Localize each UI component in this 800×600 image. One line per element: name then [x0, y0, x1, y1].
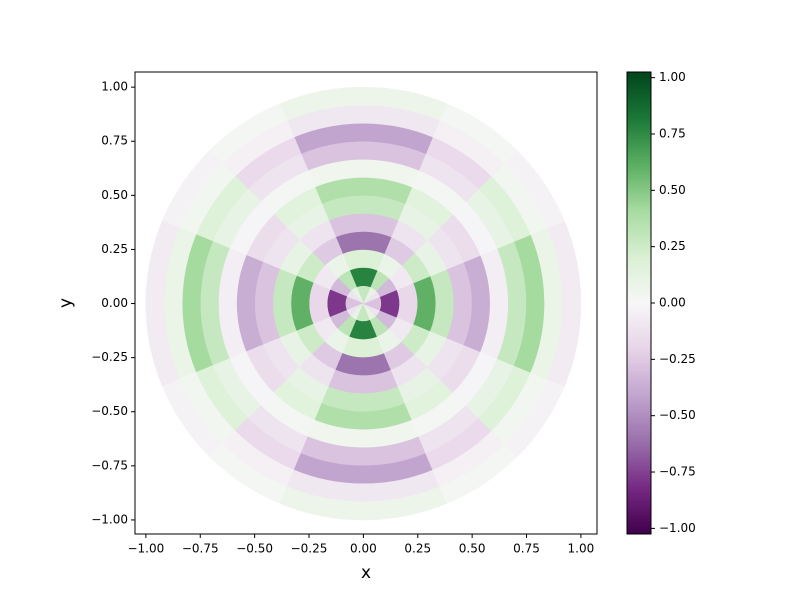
y-tick-label: 1.00: [101, 80, 128, 94]
colorbar-tick-label: 0.75: [659, 126, 686, 140]
y-axis-label: y: [56, 298, 76, 308]
colorbar-tick-label: −0.75: [659, 465, 696, 479]
y-tick-label: 0.25: [101, 242, 128, 256]
colorbar: [626, 71, 652, 535]
x-tick-label: −1.00: [127, 542, 164, 556]
colorbar-tick-label: 0.25: [659, 239, 686, 253]
heat-cell: [547, 303, 582, 387]
colorbar-tick-label: −1.00: [659, 521, 696, 535]
x-tick-label: 0.75: [513, 542, 540, 556]
colorbar-tick-label: 1.00: [659, 70, 686, 84]
y-tick-label: 0.50: [101, 188, 128, 202]
x-tick-label: 0.50: [459, 542, 486, 556]
y-tick-label: −0.50: [91, 404, 128, 418]
x-tick-label: 1.00: [568, 542, 595, 556]
y-tick-label: 0.00: [101, 296, 128, 310]
y-tick-label: −1.00: [91, 512, 128, 526]
y-tick-label: −0.25: [91, 350, 128, 364]
colorbar-tick-label: −0.50: [659, 408, 696, 422]
axes-frame: [134, 71, 598, 535]
x-tick-label: −0.50: [236, 542, 273, 556]
colorbar-tick-label: 0.50: [659, 183, 686, 197]
colorbar-tick-label: −0.25: [659, 352, 696, 366]
y-tick-label: 0.75: [101, 134, 128, 148]
x-tick-label: 0.00: [350, 542, 377, 556]
x-tick-label: −0.75: [182, 542, 219, 556]
x-tick-label: 0.25: [404, 542, 431, 556]
x-tick-label: −0.25: [291, 542, 328, 556]
colorbar-tick-label: 0.00: [659, 296, 686, 310]
plot-area: [145, 86, 582, 521]
y-tick-label: −0.75: [91, 458, 128, 472]
x-axis-label: x: [361, 563, 371, 583]
